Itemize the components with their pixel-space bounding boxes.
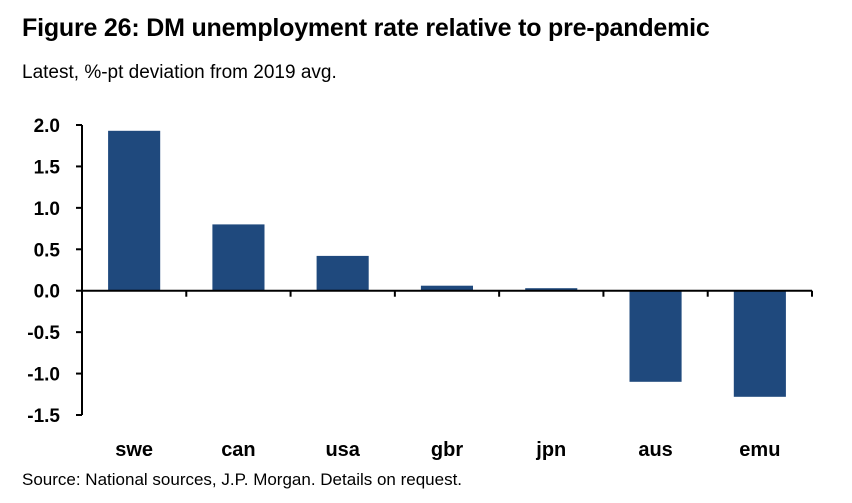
x-category-label: usa [325, 439, 360, 461]
bars-group [108, 130, 786, 397]
bar-jpn [525, 288, 578, 291]
x-category-labels: swe can usa gbr jpn aus emu [115, 439, 780, 461]
y-tick-label: 1.0 [34, 199, 60, 220]
x-category-label: swe [115, 439, 153, 461]
chart-subtitle: Latest, %-pt deviation from 2019 avg. [22, 62, 337, 83]
y-tick-label: 2.0 [34, 116, 60, 137]
bar-aus [629, 290, 682, 382]
y-tick-label: -1.5 [27, 406, 60, 427]
x-category-label: emu [739, 439, 780, 461]
y-tick-label: 0.0 [34, 282, 60, 303]
y-tick-label: 1.5 [34, 157, 61, 178]
axes-group [76, 124, 813, 416]
bar-gbr [420, 285, 473, 291]
x-category-label: can [221, 439, 255, 461]
bar-swe [108, 130, 161, 291]
source-note: Source: National sources, J.P. Morgan. D… [22, 470, 463, 489]
y-tick-label: -0.5 [27, 323, 60, 344]
y-tick-label: 0.5 [34, 240, 61, 261]
bar-usa [316, 255, 369, 291]
y-tick-labels: 2.0 1.5 1.0 0.5 0.0 -0.5 -1.0 -1.5 [27, 116, 60, 427]
y-tick-label: -1.0 [27, 365, 60, 386]
x-category-label: gbr [431, 439, 463, 461]
bar-can [212, 224, 265, 291]
chart-title: Figure 26: DM unemployment rate relative… [22, 14, 710, 42]
bar-emu [733, 290, 786, 397]
x-category-label: jpn [535, 439, 566, 461]
x-category-label: aus [638, 439, 672, 461]
